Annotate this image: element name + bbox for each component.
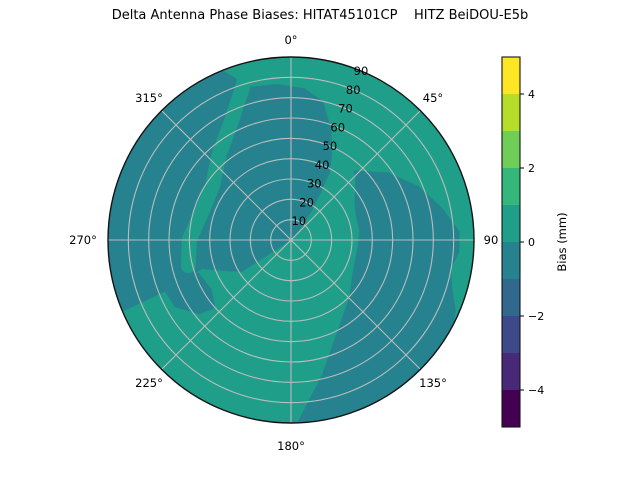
colorbar-band-5 — [502, 242, 520, 279]
radial-label-90: 90 — [354, 64, 369, 78]
colorbar-ticks — [520, 93, 524, 391]
colorbar-band-9 — [502, 390, 520, 427]
polar-grid — [108, 57, 474, 423]
colorbar-band-3 — [502, 168, 520, 205]
colorbar-band-8 — [502, 353, 520, 390]
colorbar-band-2 — [502, 131, 520, 168]
angular-label-45: 45° — [423, 91, 443, 105]
contour-light-channel — [180, 57, 257, 274]
colorbar-ticklabel-0: 0 — [528, 236, 535, 249]
radial-label-80: 80 — [346, 83, 361, 97]
angular-tick-labels: 0° 45° 90 135° 180° 225° 270° 315° — [69, 33, 498, 453]
radial-label-40: 40 — [315, 158, 330, 172]
radial-label-60: 60 — [330, 120, 345, 134]
colorbar: 4 2 0 −2 −4 Bias (mm) — [501, 56, 569, 428]
colorbar-band-0 — [502, 57, 520, 94]
radial-label-10: 10 — [291, 214, 306, 228]
contour-dark-blob-sw — [159, 268, 216, 315]
grid-spoke-135-315 — [161, 110, 421, 370]
colorbar-band-4 — [502, 205, 520, 242]
colorbar-ticklabel-2: 2 — [528, 162, 535, 175]
chart-title: Delta Antenna Phase Biases: HITAT45101CP… — [111, 8, 529, 23]
colorbar-axis-label: Bias (mm) — [555, 212, 569, 271]
polar-outline — [107, 56, 475, 424]
angular-label-270: 270° — [69, 233, 97, 247]
colorbar-band-6 — [502, 279, 520, 316]
angular-label-90: 90 — [484, 233, 499, 247]
angular-label-180: 180° — [277, 439, 305, 453]
angular-label-0: 0° — [284, 33, 297, 47]
angular-label-315: 315° — [135, 91, 163, 105]
angular-label-225: 225° — [135, 376, 163, 390]
radial-label-70: 70 — [338, 102, 353, 116]
radial-label-20: 20 — [299, 195, 314, 209]
radial-label-50: 50 — [323, 139, 338, 153]
contour-light-bottom-left — [122, 268, 244, 368]
colorbar-tick-labels: 4 2 0 −2 −4 — [528, 88, 544, 397]
colorbar-band-1 — [502, 94, 520, 131]
colorbar-ticklabel--4: −4 — [528, 384, 544, 397]
colorbar-band-7 — [502, 316, 520, 353]
angular-label-135: 135° — [419, 376, 447, 390]
radial-label-30: 30 — [307, 177, 322, 191]
colorbar-ticklabel--2: −2 — [528, 310, 544, 323]
contour-dark-band-bottom-right — [297, 170, 460, 423]
colorbar-ticklabel-4: 4 — [528, 88, 535, 101]
radial-tick-labels: 10 20 30 40 50 60 70 80 90 — [291, 64, 368, 228]
